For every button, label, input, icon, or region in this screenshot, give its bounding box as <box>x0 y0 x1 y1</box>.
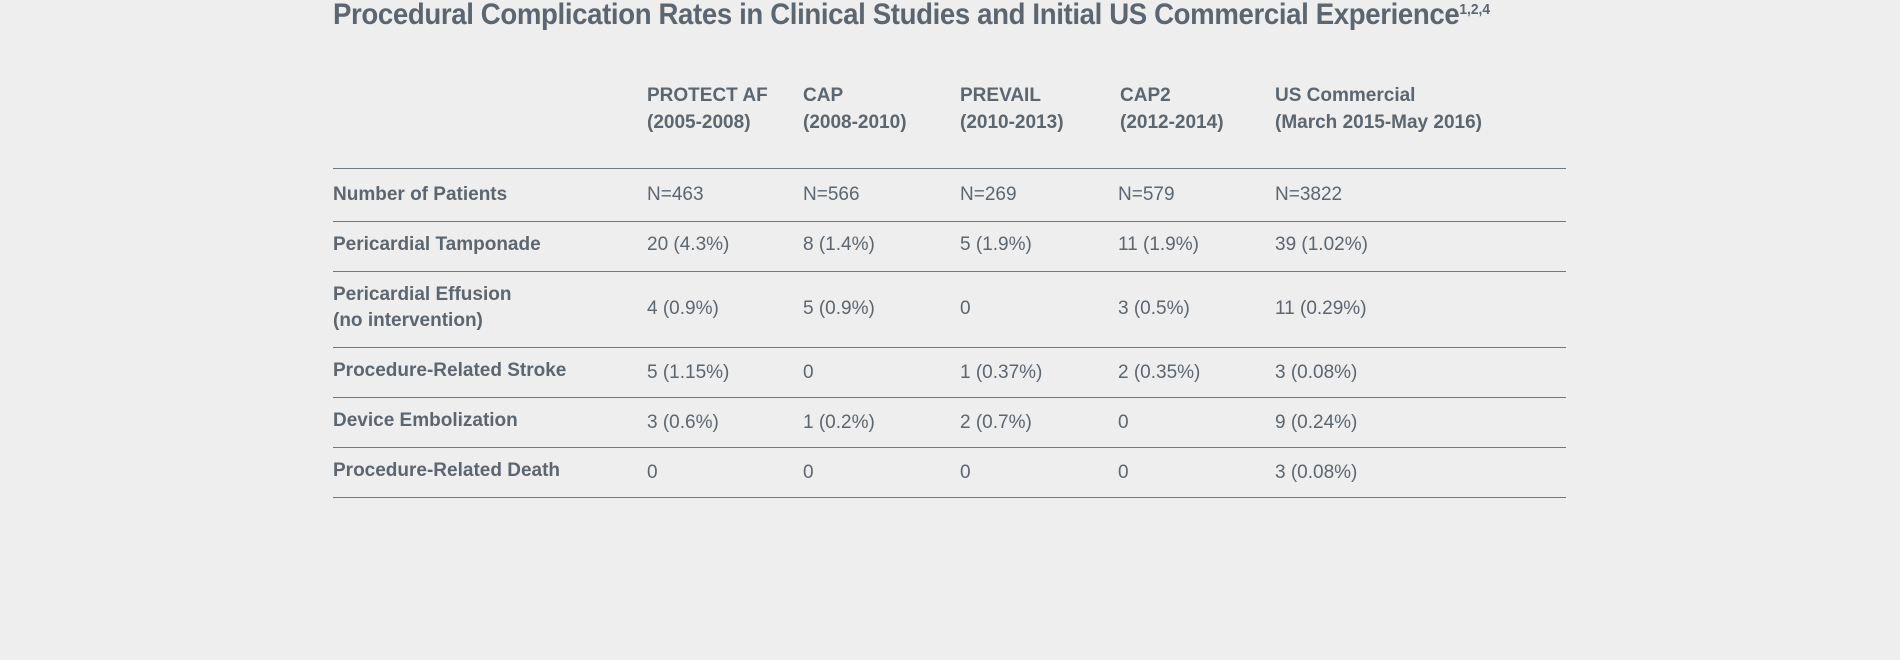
table-divider <box>333 447 1566 448</box>
table-cell: 11 (0.29%) <box>1275 298 1367 319</box>
table-cell: 3 (0.5%) <box>1118 298 1190 319</box>
table-cell: N=269 <box>960 184 1017 205</box>
table-cell: 3 (0.6%) <box>647 412 719 433</box>
table-cell: 5 (1.15%) <box>647 362 730 383</box>
column-period: (2012-2014) <box>1120 112 1224 133</box>
table-divider <box>333 221 1566 222</box>
table-cell: 5 (1.9%) <box>960 234 1032 255</box>
column-period: (2008-2010) <box>803 112 907 133</box>
table-cell: 3 (0.08%) <box>1275 362 1358 383</box>
table-cell: 8 (1.4%) <box>803 234 875 255</box>
table-cell: 3 (0.08%) <box>1275 462 1358 483</box>
table-cell: 39 (1.02%) <box>1275 234 1368 255</box>
table-cell: 0 <box>803 462 814 483</box>
table-divider <box>333 347 1566 348</box>
table-cell: 0 <box>960 462 971 483</box>
page-title: Procedural Complication Rates in Clinica… <box>333 0 1490 32</box>
row-label-number-of-patients: Number of Patients <box>333 184 508 205</box>
table-cell: 9 (0.24%) <box>1275 412 1358 433</box>
column-header-us-commercial: US Commercial (March 2015-May 2016) <box>1275 82 1482 136</box>
table-cell: 0 <box>1118 462 1129 483</box>
table-cell: 0 <box>1118 412 1129 433</box>
table-divider <box>333 397 1566 398</box>
table-divider <box>333 497 1566 498</box>
table-cell: N=463 <box>647 184 704 205</box>
title-text: Procedural Complication Rates in Clinica… <box>333 0 1460 31</box>
column-period: (2005-2008) <box>647 112 751 133</box>
column-period: (March 2015-May 2016) <box>1275 112 1482 133</box>
table-cell: N=3822 <box>1275 184 1343 205</box>
column-header-cap: CAP (2008-2010) <box>803 82 907 136</box>
row-label-pericardial-tamponade: Pericardial Tamponade <box>333 234 541 255</box>
table-cell: 0 <box>803 362 814 383</box>
table-cell: 1 (0.2%) <box>803 412 875 433</box>
row-label-device-embolization: Device Embolization <box>333 410 518 431</box>
title-references: 1,2,4 <box>1459 1 1491 18</box>
table-cell: 0 <box>960 298 971 319</box>
table-cell: N=579 <box>1118 184 1175 205</box>
row-label-pericardial-effusion: Pericardial Effusion (no intervention) <box>333 284 512 331</box>
column-header-protect-af: PROTECT AF (2005-2008) <box>647 82 768 136</box>
column-header-prevail: PREVAIL (2010-2013) <box>960 82 1064 136</box>
column-header-cap2: CAP2 (2012-2014) <box>1120 82 1224 136</box>
table-cell: 0 <box>647 462 658 483</box>
table-cell: 20 (4.3%) <box>647 234 730 255</box>
row-label-procedure-related-death: Procedure-Related Death <box>333 460 561 481</box>
table-cell: 5 (0.9%) <box>803 298 875 319</box>
column-name: PREVAIL <box>960 85 1041 106</box>
table-cell: 2 (0.35%) <box>1118 362 1201 383</box>
table-cell: 2 (0.7%) <box>960 412 1032 433</box>
table-divider <box>333 271 1566 272</box>
table-cell: 11 (1.9%) <box>1118 234 1199 255</box>
column-name: CAP2 <box>1120 85 1171 106</box>
table-cell: 4 (0.9%) <box>647 298 719 319</box>
column-period: (2010-2013) <box>960 112 1064 133</box>
row-label-procedure-related-stroke: Procedure-Related Stroke <box>333 360 567 381</box>
column-name: PROTECT AF <box>647 85 768 106</box>
column-name: US Commercial <box>1275 85 1416 106</box>
column-name: CAP <box>803 85 844 106</box>
table-divider <box>333 168 1566 169</box>
table-cell: 1 (0.37%) <box>960 362 1043 383</box>
table-cell: N=566 <box>803 184 860 205</box>
